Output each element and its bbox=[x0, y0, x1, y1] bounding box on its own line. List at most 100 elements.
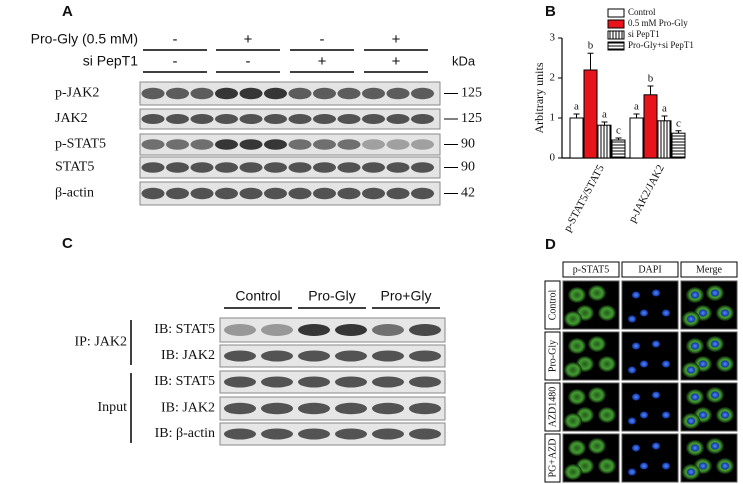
band bbox=[337, 139, 361, 150]
blot-label: p-JAK2 bbox=[55, 86, 99, 101]
cell bbox=[598, 407, 616, 423]
band bbox=[386, 87, 410, 100]
column-header-box bbox=[621, 261, 679, 278]
column-header: p-STAT5 bbox=[573, 264, 609, 275]
band bbox=[264, 187, 287, 200]
nucleus bbox=[699, 462, 707, 470]
panel-label: C bbox=[62, 235, 73, 252]
ib-label: IB: STAT5 bbox=[154, 374, 215, 389]
blot bbox=[219, 422, 446, 446]
band bbox=[288, 87, 312, 100]
nucleus bbox=[640, 462, 648, 470]
band bbox=[239, 114, 263, 124]
band bbox=[239, 162, 263, 173]
band bbox=[362, 114, 385, 124]
treatment-sign: + bbox=[318, 53, 327, 70]
blot bbox=[219, 370, 446, 394]
ib-label: IB: JAK2 bbox=[161, 401, 215, 416]
band bbox=[409, 376, 441, 388]
blot-label: STAT5 bbox=[55, 160, 94, 175]
significance-letter: c bbox=[616, 125, 621, 137]
significance-letter: a bbox=[574, 101, 579, 113]
significance-letter: b bbox=[588, 40, 594, 52]
bar bbox=[657, 120, 672, 159]
group-label: Input bbox=[97, 400, 127, 415]
band bbox=[141, 187, 165, 200]
nucleus bbox=[687, 315, 695, 323]
ib-label: IB: JAK2 bbox=[161, 348, 215, 363]
band bbox=[372, 376, 404, 388]
cell bbox=[588, 336, 606, 352]
nucleus bbox=[662, 309, 670, 317]
band bbox=[215, 114, 238, 124]
error-bar bbox=[633, 113, 640, 118]
nucleus bbox=[691, 393, 699, 401]
column-header-box bbox=[680, 261, 738, 278]
band bbox=[298, 402, 330, 415]
nucleus bbox=[699, 360, 707, 368]
band bbox=[215, 187, 238, 200]
band bbox=[313, 139, 336, 150]
error-bar bbox=[587, 52, 594, 70]
band bbox=[141, 139, 165, 150]
treatment-sign: - bbox=[173, 31, 178, 48]
nucleus bbox=[662, 411, 670, 419]
nucleus bbox=[691, 444, 699, 452]
blot bbox=[219, 344, 446, 368]
band bbox=[372, 428, 404, 440]
nucleus bbox=[640, 411, 648, 419]
band bbox=[386, 139, 410, 150]
nucleus bbox=[662, 462, 670, 470]
panel-label: A bbox=[62, 3, 73, 20]
ib-label: IB: STAT5 bbox=[154, 322, 215, 337]
band bbox=[261, 428, 293, 440]
band bbox=[261, 350, 293, 362]
band bbox=[288, 114, 312, 124]
band bbox=[337, 87, 361, 100]
band bbox=[386, 162, 410, 173]
column-header-box bbox=[562, 261, 620, 278]
panel-label: D bbox=[545, 236, 556, 253]
band bbox=[190, 187, 214, 200]
band bbox=[264, 139, 287, 150]
error-bar bbox=[675, 130, 682, 134]
band bbox=[335, 402, 367, 415]
x-tick-label: p-STAT5/STAT5 bbox=[562, 163, 608, 234]
band bbox=[288, 139, 312, 150]
band bbox=[298, 376, 330, 388]
band bbox=[224, 402, 256, 415]
nucleus bbox=[699, 309, 707, 317]
significance-letter: a bbox=[602, 109, 607, 121]
band bbox=[264, 114, 287, 124]
group-label: IP: JAK2 bbox=[74, 335, 127, 350]
cell bbox=[564, 413, 582, 429]
band bbox=[166, 139, 189, 150]
error-bar bbox=[601, 121, 608, 126]
nucleus bbox=[721, 462, 729, 470]
band bbox=[298, 350, 330, 362]
band bbox=[264, 87, 287, 100]
band bbox=[409, 402, 441, 415]
nucleus bbox=[632, 444, 640, 452]
row-header-box bbox=[544, 280, 561, 330]
band bbox=[261, 376, 293, 388]
kda-value: 125 bbox=[461, 111, 482, 126]
legend-label: 0.5 mM Pro-Gly bbox=[628, 18, 688, 28]
band bbox=[411, 139, 434, 150]
band bbox=[313, 162, 336, 173]
band bbox=[298, 324, 330, 336]
band bbox=[190, 114, 214, 124]
cell bbox=[598, 305, 616, 321]
blot-label: JAK2 bbox=[55, 111, 88, 126]
nucleus bbox=[632, 291, 640, 299]
blot bbox=[219, 396, 446, 421]
nucleus bbox=[711, 442, 719, 450]
panel-label: B bbox=[545, 3, 556, 20]
column-header: DAPI bbox=[638, 264, 661, 275]
nucleus bbox=[652, 442, 660, 450]
row-header: PG+AZD bbox=[547, 439, 558, 478]
band bbox=[411, 87, 434, 100]
bar bbox=[643, 94, 658, 159]
nucleus bbox=[628, 468, 636, 476]
